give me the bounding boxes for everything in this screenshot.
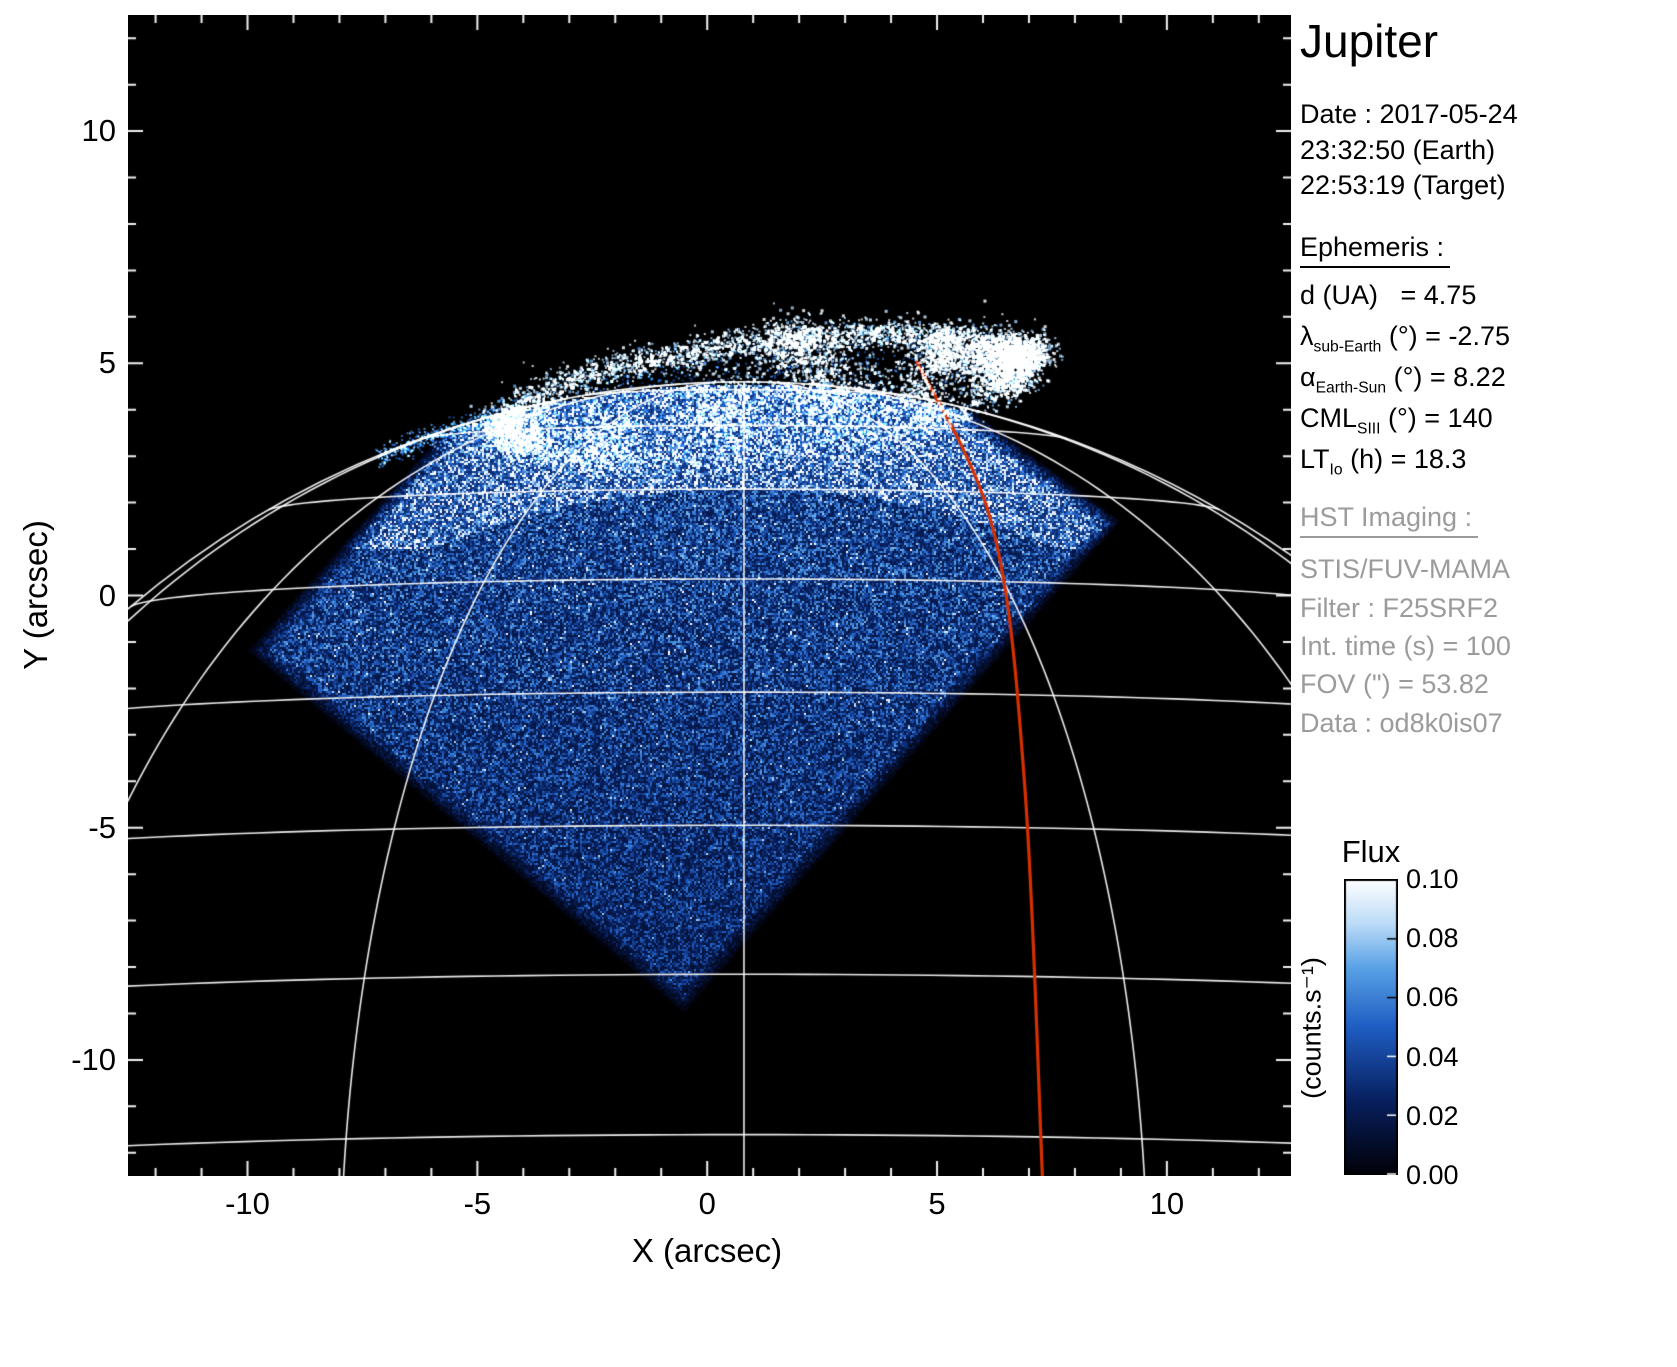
sky-image-canvas <box>128 15 1291 1176</box>
ephemeris-subscript: sub-Earth <box>1314 339 1382 356</box>
ephemeris-value: = 4.75 <box>1378 280 1476 310</box>
ephemeris-value: (°) = 8.22 <box>1386 362 1506 392</box>
y-tick-label: 5 <box>22 345 116 381</box>
ephemeris-value: (°) = -2.75 <box>1381 321 1510 351</box>
x-tick-label: 0 <box>699 1186 716 1222</box>
x-tick-label: -5 <box>464 1186 492 1222</box>
y-tick-label: -5 <box>22 810 116 846</box>
ephemeris-quantity: α <box>1300 362 1316 392</box>
y-tick-label: 10 <box>22 113 116 149</box>
date-block: Date : 2017-05-24 23:32:50 (Earth) 22:53… <box>1300 97 1672 205</box>
date-line: Date : 2017-05-24 <box>1300 97 1672 133</box>
hst-info-row: Int. time (s) = 100 <box>1300 627 1672 665</box>
hst-info-list: STIS/FUV-MAMA Filter : F25SRF2 Int. time (… <box>1300 550 1672 742</box>
figure-root: -10 -5 0 5 10 -10 -5 0 5 10 X (arcsec) Y (arcsec… <box>0 0 1677 1367</box>
hst-info-row: FOV (") = 53.82 <box>1300 665 1672 703</box>
ephemeris-quantity: CML <box>1300 403 1357 433</box>
ephemeris-value: (°) = 140 <box>1381 403 1493 433</box>
time-earth-line: 23:32:50 (Earth) <box>1300 133 1672 169</box>
ephemeris-quantity: d (UA) <box>1300 280 1378 310</box>
ephemeris-row: d (UA) = 4.75 <box>1300 280 1672 310</box>
x-axis-title: X (arcsec) <box>632 1232 782 1270</box>
ephemeris-subscript: SIII <box>1357 421 1381 438</box>
colorbar-tick-label: 0.00 <box>1406 1159 1459 1191</box>
colorbar <box>1344 879 1398 1175</box>
page-title: Jupiter <box>1300 16 1672 67</box>
colorbar-tick-label: 0.10 <box>1406 863 1459 895</box>
x-tick-label: 5 <box>928 1186 945 1222</box>
y-tick-label: -10 <box>22 1042 116 1078</box>
colorbar-tick-label: 0.06 <box>1406 981 1459 1013</box>
hst-info-row: STIS/FUV-MAMA <box>1300 550 1672 588</box>
info-panel: Jupiter Date : 2017-05-24 23:32:50 (Eart… <box>1300 16 1672 742</box>
hst-info-row: Filter : F25SRF2 <box>1300 589 1672 627</box>
ephemeris-quantity: LT <box>1300 444 1330 474</box>
colorbar-tick-label: 0.02 <box>1406 1100 1459 1132</box>
hst-imaging-heading: HST Imaging : <box>1300 502 1478 538</box>
colorbar-tick-label: 0.08 <box>1406 922 1459 954</box>
ephemeris-row: LTIo (h) = 18.3 <box>1300 444 1672 474</box>
colorbar-unit-label: (counts.s⁻¹) <box>1297 957 1328 1099</box>
time-target-line: 22:53:19 (Target) <box>1300 168 1672 204</box>
ephemeris-value: (h) = 18.3 <box>1343 444 1467 474</box>
ephemeris-row: αEarth-Sun (°) = 8.22 <box>1300 362 1672 392</box>
ephemeris-row: CMLSIII (°) = 140 <box>1300 403 1672 433</box>
ephemeris-subscript: Earth-Sun <box>1316 380 1387 397</box>
x-tick-label: 10 <box>1150 1186 1184 1222</box>
ephemeris-quantity: λ <box>1300 321 1314 351</box>
ephemeris-list: d (UA) = 4.75 λsub-Earth (°) = -2.75 αEart… <box>1300 280 1672 474</box>
ephemeris-row: λsub-Earth (°) = -2.75 <box>1300 321 1672 351</box>
x-tick-label: -10 <box>225 1186 270 1222</box>
y-axis-title: Y (arcsec) <box>17 520 55 670</box>
ephemeris-heading-wrap: Ephemeris : <box>1300 232 1672 268</box>
colorbar-title: Flux <box>1342 834 1401 870</box>
colorbar-tick-label: 0.04 <box>1406 1041 1459 1073</box>
ephemeris-heading: Ephemeris : <box>1300 232 1450 268</box>
ephemeris-subscript: Io <box>1330 462 1343 479</box>
hst-info-row: Data : od8k0is07 <box>1300 704 1672 742</box>
hst-heading-wrap: HST Imaging : <box>1300 502 1672 538</box>
